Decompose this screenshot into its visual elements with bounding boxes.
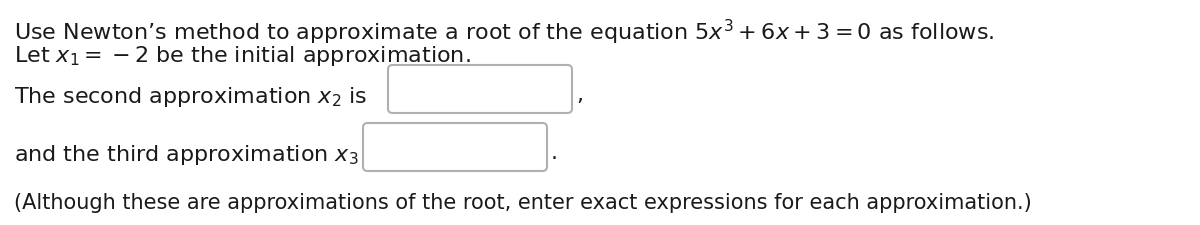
Text: and the third approximation $x_3$ is: and the third approximation $x_3$ is xyxy=(14,142,384,166)
Text: ,: , xyxy=(576,85,583,105)
Text: Use Newton’s method to approximate a root of the equation $5x^3 + 6x + 3 = 0$ as: Use Newton’s method to approximate a roo… xyxy=(14,18,995,47)
FancyBboxPatch shape xyxy=(364,124,547,171)
Text: The second approximation $x_2$ is: The second approximation $x_2$ is xyxy=(14,85,367,108)
Text: Let $x_1 = -2$ be the initial approximation.: Let $x_1 = -2$ be the initial approximat… xyxy=(14,44,470,68)
FancyBboxPatch shape xyxy=(388,66,572,113)
Text: (Although these are approximations of the root, enter exact expressions for each: (Although these are approximations of th… xyxy=(14,192,1032,212)
Text: .: . xyxy=(551,142,558,162)
